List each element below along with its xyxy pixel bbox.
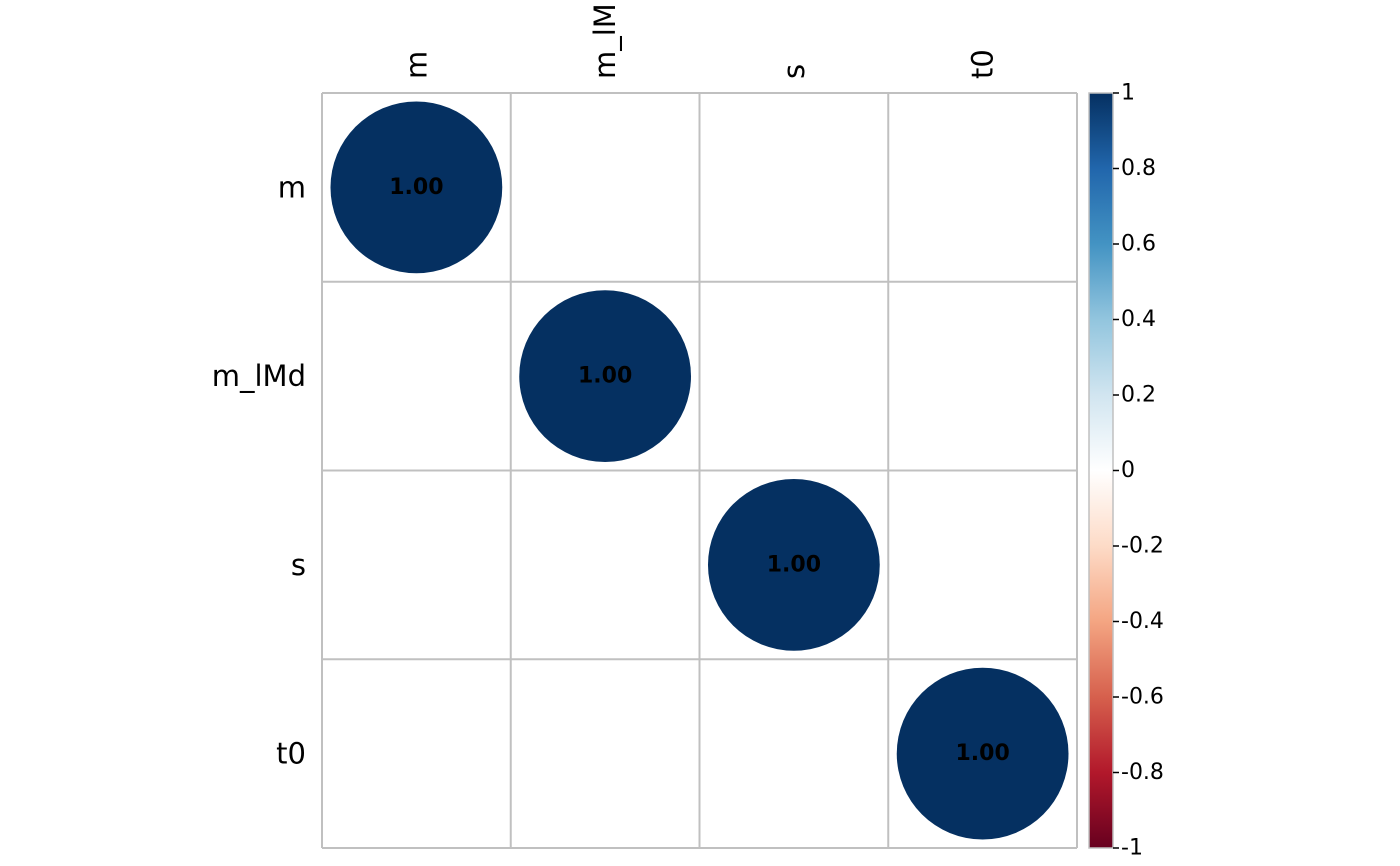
correlation-value-label: 1.00 <box>767 552 821 577</box>
colorbar-tick-label: -1 <box>1121 836 1143 861</box>
column-label: s <box>777 64 811 79</box>
column-label: t0 <box>966 49 1000 79</box>
correlation-circle <box>707 478 880 651</box>
row-label: t0 <box>276 737 306 771</box>
correlation-value-label: 1.00 <box>389 175 443 200</box>
colorbar-gradient <box>1088 92 1114 849</box>
row-label: s <box>291 548 306 582</box>
colorbar-tick-label: -0.2 <box>1121 534 1164 559</box>
colorbar-tick-label: 0.6 <box>1121 232 1156 257</box>
colorbar-tick-label: 0.2 <box>1121 383 1156 408</box>
column-label: m_lM <box>588 3 622 79</box>
colorbar-tick-label: -0.8 <box>1121 760 1164 785</box>
plot-cells: 1.00 1.00 1.00 1.00 <box>330 101 1069 840</box>
colorbar-tick-label: -0.6 <box>1121 685 1164 710</box>
colorbar-tick-label: 0.4 <box>1121 307 1156 332</box>
row-label: m_lMd <box>212 359 306 393</box>
colorbar-tick-label: -0.4 <box>1121 609 1164 634</box>
colorbar-tick-label: 1 <box>1121 81 1135 106</box>
correlation-value-label: 1.00 <box>578 364 632 389</box>
correlation-circle <box>330 101 503 274</box>
correlation-circle <box>519 290 692 463</box>
colorbar: 1 0.8 0.6 0.4 0.2 0 -0.2 -0.4 -0.6 -0.8 -1 <box>1088 81 1164 861</box>
colorbar-tick-label: 0.8 <box>1121 156 1156 181</box>
colorbar-tick-label: 0 <box>1121 458 1135 483</box>
plot-grid <box>321 92 1078 849</box>
row-label: m <box>278 170 306 204</box>
correlation-circle <box>896 667 1069 840</box>
correlation-value-label: 1.00 <box>955 741 1009 766</box>
column-label: m <box>399 51 433 79</box>
